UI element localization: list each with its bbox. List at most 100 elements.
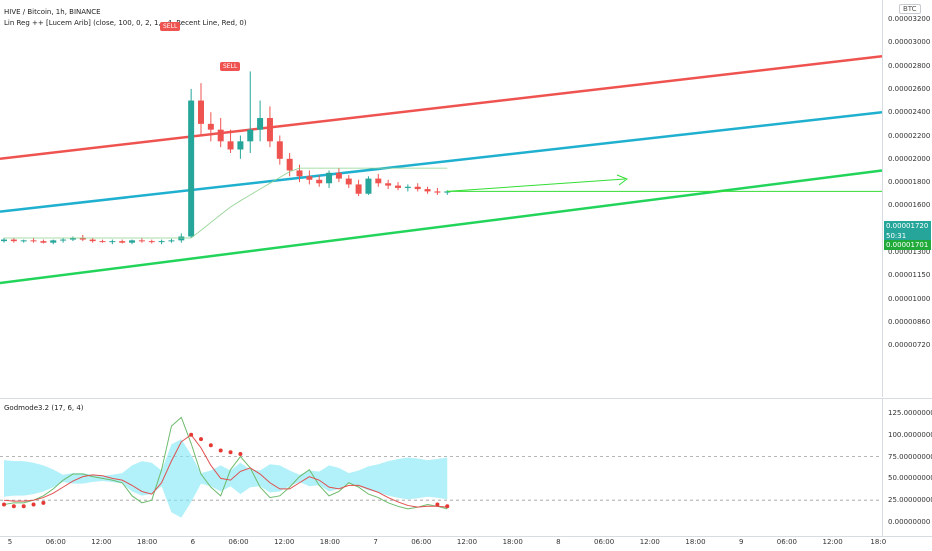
candle-body: [257, 118, 264, 130]
candle-body: [138, 240, 145, 242]
candle-body: [365, 178, 372, 194]
candle-body: [434, 191, 441, 193]
oscillator-tick-label: 0.00000000: [888, 518, 931, 526]
oscillator-signal-dot: [238, 451, 243, 456]
time-tick-label: 12:00: [274, 538, 295, 546]
oscillator-fast-line: [3, 416, 448, 510]
price-tick-label: 0.00002200: [888, 131, 931, 140]
candle-body: [395, 185, 401, 188]
time-tick-label: 5: [7, 538, 13, 546]
price-tick-label: 0.00001150: [888, 271, 931, 280]
price-axis[interactable]: [882, 0, 932, 397]
price-tick-label: 0.00003200: [888, 15, 931, 23]
time-tick-label: 8: [556, 538, 561, 546]
candle-body: [20, 240, 27, 242]
candle-body: [168, 240, 175, 242]
time-tick-label: 06:00: [776, 538, 797, 546]
time-tick-label: 9: [738, 538, 744, 546]
time-tick-label: 12:00: [91, 538, 112, 546]
oscillator-signal-dot: [11, 504, 16, 509]
regression-upper-line: [0, 55, 883, 161]
oscillator-tick-label: 50.00000000: [888, 474, 932, 483]
candle-body: [286, 158, 293, 171]
price-pane[interactable]: [0, 0, 882, 397]
oscillator-signal-dot: [199, 437, 203, 442]
oscillator-signal-dot: [41, 500, 46, 505]
candle-body: [188, 100, 195, 237]
time-tick-label: 06:00: [45, 538, 66, 546]
sell-signal-label: SELL: [160, 22, 181, 31]
oscillator-slow-line: [3, 434, 448, 508]
price-tick-label: 0.00000860: [888, 317, 931, 326]
candle-body: [69, 238, 76, 240]
oscillator-signal-dot: [31, 502, 36, 507]
oscillator-signal-dot: [218, 448, 223, 453]
candle-body: [237, 141, 244, 150]
candle-body: [414, 186, 421, 190]
time-tick-label: 12:00: [456, 538, 478, 546]
price-tick-label: 0.00000720: [888, 341, 931, 350]
candle-body: [60, 239, 67, 241]
oscillator-signal-dot: [21, 504, 26, 509]
candle-body: [296, 170, 303, 177]
candle-body: [335, 172, 342, 179]
time-tick-label: 06:00: [228, 538, 249, 546]
oscillator-legend[interactable]: Godmode3.2 (17, 6, 4): [4, 404, 84, 412]
oscillator-signal-dot: [435, 502, 440, 507]
candle-body: [316, 179, 323, 184]
oscillator-histogram-area: [4, 439, 448, 518]
candle-body: [345, 178, 352, 185]
price-tick-label: 0.00002000: [888, 154, 931, 163]
candle-body: [40, 241, 47, 243]
candle-body: [355, 184, 362, 194]
price-tick-label: 0.00002800: [888, 61, 931, 70]
regression-middle-line: [0, 110, 883, 213]
candle-body: [217, 129, 224, 142]
candle-body: [247, 129, 254, 142]
candle-body: [79, 238, 86, 240]
oscillator-axis[interactable]: [882, 398, 932, 537]
candle-body: [326, 172, 333, 184]
candle-body: [385, 183, 392, 186]
candle-body: [148, 241, 155, 243]
price-tick-label: 0.00002600: [888, 84, 931, 93]
time-tick-label: 12:00: [822, 538, 843, 546]
oscillator-signal-dot: [208, 443, 213, 448]
time-tick-label: 18:00: [502, 538, 523, 546]
time-tick-label: 18:00: [319, 538, 340, 546]
candle-body: [424, 189, 431, 192]
candle-body: [10, 239, 17, 242]
candle-body: [158, 241, 165, 243]
currency-badge[interactable]: BTC: [899, 4, 921, 14]
oscillator-tick-label: 25.00000000: [888, 496, 932, 505]
price-tick-label: 0.00001000: [888, 294, 931, 303]
candle-body: [198, 100, 204, 124]
oscillator-tick-label: 125.00000000: [888, 409, 932, 417]
price-tick-label: 0.00001800: [888, 178, 931, 187]
price-tick-label: 0.00002400: [888, 108, 931, 117]
countdown-tag: 50:31: [884, 231, 931, 241]
candle-body: [129, 240, 136, 243]
price-tick-label: 0.00001300: [888, 248, 931, 256]
candle-body: [109, 241, 116, 243]
candle-body: [404, 186, 411, 188]
symbol-legend[interactable]: HIVE / Bitcoin, 1h, BINANCE: [4, 8, 101, 16]
price-tick-label: 0.00003000: [888, 38, 931, 47]
sell-signal-label: SELL: [220, 62, 241, 71]
projection-arrow-line: [447, 178, 626, 192]
indicator-legend[interactable]: Lin Reg ++ [Lucem Arib] (close, 100, 0, …: [4, 19, 247, 27]
candle-body: [50, 240, 57, 243]
time-tick-label: 18:0: [870, 538, 887, 546]
oscillator-tick-label: 75.00000000: [888, 452, 932, 461]
time-axis[interactable]: [0, 536, 932, 551]
time-tick-label: 18:00: [685, 538, 706, 546]
candle-body: [276, 141, 283, 159]
candle-body: [30, 240, 37, 242]
oscillator-tick-label: 100.00000000: [888, 430, 932, 439]
candle-body: [306, 176, 313, 180]
candle-body: [89, 239, 96, 242]
oscillator-signal-dot: [189, 432, 194, 437]
current-price-tag: 0.00001720: [884, 221, 931, 231]
